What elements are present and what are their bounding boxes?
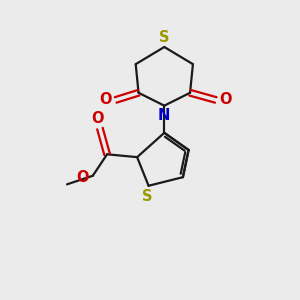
Text: O: O <box>76 170 88 185</box>
Text: S: S <box>142 189 152 204</box>
Text: N: N <box>158 108 170 123</box>
Text: O: O <box>219 92 232 107</box>
Text: O: O <box>100 92 112 107</box>
Text: O: O <box>92 111 104 126</box>
Text: S: S <box>159 30 169 45</box>
